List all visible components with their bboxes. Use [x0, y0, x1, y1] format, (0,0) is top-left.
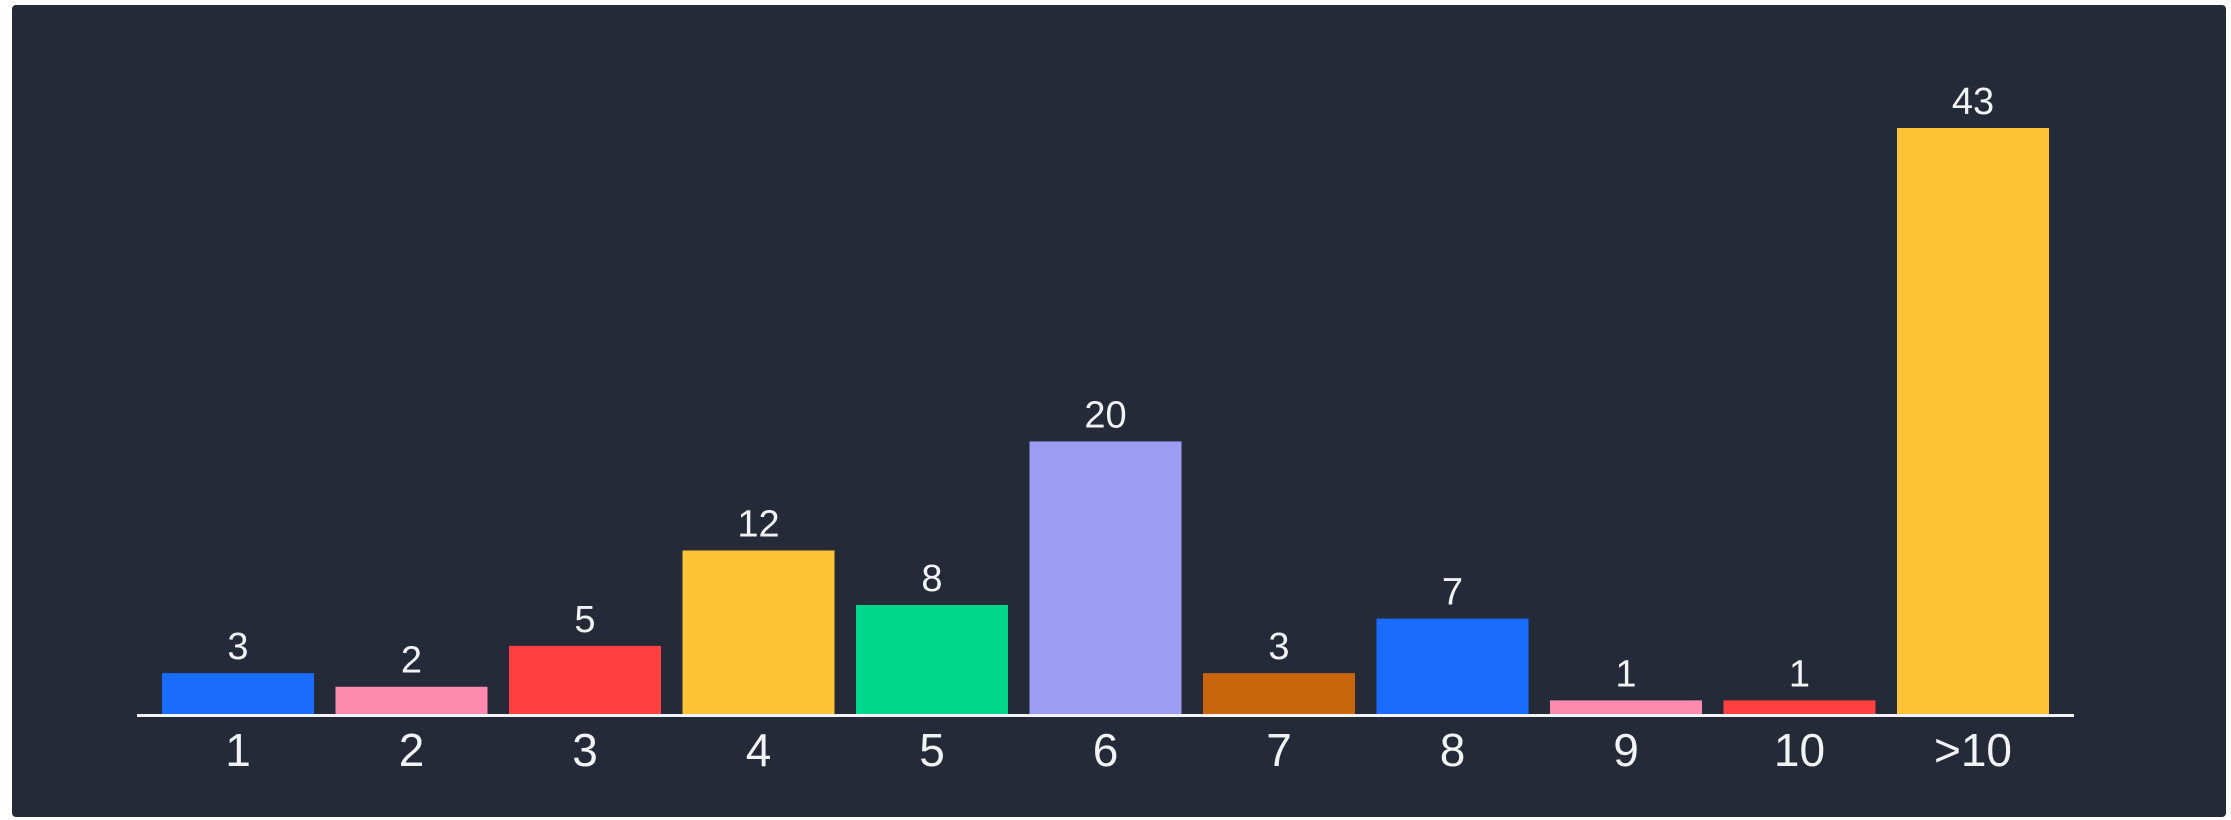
bar-7 — [1203, 673, 1355, 714]
bar-value-label: 3 — [227, 626, 248, 668]
bar-1 — [162, 673, 314, 714]
bar-value-label: 20 — [1084, 394, 1126, 436]
bar-9 — [1550, 700, 1702, 714]
x-tick-label: 10 — [1774, 724, 1825, 776]
x-tick-labels-group: 1 2 3 4 5 6 7 8 9 10 >10 — [225, 724, 2012, 776]
x-tick-label: 2 — [399, 724, 425, 776]
x-tick-label: >10 — [1934, 724, 2012, 776]
x-tick-label: 6 — [1093, 724, 1119, 776]
x-tick-label: 4 — [746, 724, 772, 776]
bar-5 — [856, 604, 1008, 714]
bar-11 — [1897, 128, 2049, 714]
bar-value-label: 3 — [1268, 626, 1289, 668]
x-tick-label: 9 — [1613, 724, 1639, 776]
bar-6 — [1029, 441, 1182, 714]
bar-value-label: 2 — [401, 640, 422, 682]
bar-value-label: 8 — [921, 558, 942, 600]
bar-4 — [682, 550, 835, 714]
bar-value-label: 5 — [574, 599, 595, 641]
x-tick-label: 7 — [1266, 724, 1292, 776]
bar-8 — [1376, 618, 1529, 714]
bar-3 — [509, 645, 661, 714]
bars-group — [162, 128, 2049, 714]
bar-2 — [335, 686, 488, 714]
x-tick-label: 5 — [919, 724, 945, 776]
x-tick-label: 8 — [1440, 724, 1466, 776]
x-tick-label: 3 — [572, 724, 598, 776]
bar-value-label: 7 — [1442, 572, 1463, 614]
bar-value-label: 43 — [1952, 81, 1994, 123]
bar-value-label: 1 — [1789, 653, 1810, 695]
bar-value-label: 12 — [737, 503, 779, 545]
bar-10 — [1723, 700, 1876, 714]
x-tick-label: 1 — [225, 724, 251, 776]
bar-value-label: 1 — [1615, 653, 1636, 695]
